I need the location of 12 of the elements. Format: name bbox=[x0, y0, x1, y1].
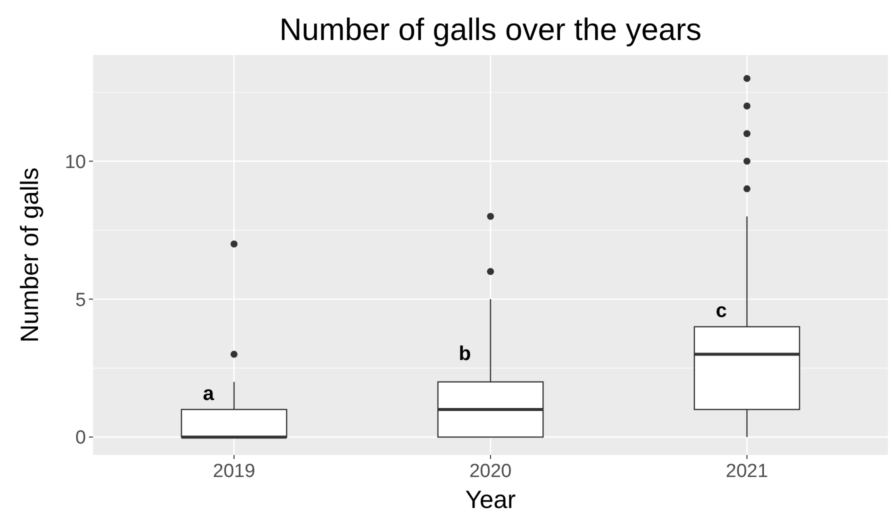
y-axis-title: Number of galls bbox=[16, 167, 44, 343]
annotation: c bbox=[716, 300, 727, 322]
annotation: a bbox=[202, 382, 215, 405]
chart-title: Number of galls over the years bbox=[279, 12, 702, 47]
x-tick-label: 2019 bbox=[212, 461, 256, 482]
y-tick-label: 10 bbox=[64, 152, 86, 173]
y-tick-label: 0 bbox=[75, 428, 86, 449]
x-axis-title: Year bbox=[465, 486, 516, 514]
x-tick-label: 2021 bbox=[726, 461, 768, 482]
x-tick-label: 2020 bbox=[469, 461, 512, 482]
annotation: b bbox=[458, 342, 471, 365]
y-tick-label: 5 bbox=[75, 290, 86, 311]
